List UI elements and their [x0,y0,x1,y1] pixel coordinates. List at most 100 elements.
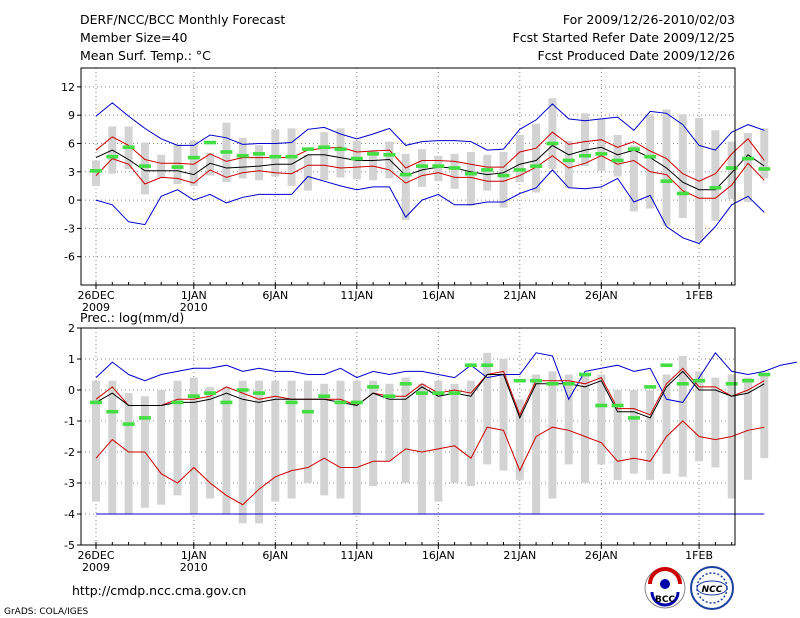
y-tick-label: -2 [64,446,75,459]
observed-mark [579,153,591,158]
observed-mark [481,363,494,367]
ensemble-box [564,140,573,188]
ensemble-box [108,380,117,514]
observed-mark [742,378,754,383]
ensemble-box [597,118,606,171]
observed-mark [334,400,347,405]
y-tick-label: 6 [68,137,75,150]
x-tick-year: 2010 [180,301,208,314]
observed-mark [432,164,445,168]
x-tick-label: 21JAN [503,549,536,562]
observed-mark [546,141,559,146]
y-tick-label: -1 [64,415,75,428]
ensemble-box [646,390,655,480]
ensemble-box [303,380,312,483]
observed-mark [676,382,689,386]
observed-mark [90,169,102,173]
ensemble-box [548,98,557,169]
observed-mark [742,156,754,161]
ensemble-box [532,374,541,514]
y-tick-label: -5 [64,539,75,552]
observed-mark [416,164,428,168]
lower-quartile-line [95,155,765,199]
ensemble-box [336,128,345,178]
observed-mark [579,372,591,377]
observed-mark [106,409,119,414]
ensemble-box [173,144,182,185]
observed-mark [350,400,363,405]
observed-mark [627,147,640,151]
ensemble-box [173,380,182,496]
y-tick-label: -6 [64,251,75,264]
ensemble-box [695,118,704,242]
ensemble-box [140,142,149,195]
ensemble-box [581,374,589,483]
x-tick-label: 1FEB [685,549,713,562]
observed-mark [660,179,673,184]
y-tick-label: -3 [64,222,75,235]
x-tick-label: 11JAN [340,289,373,302]
x-tick-year: 2009 [82,301,110,314]
ensemble-box [727,141,736,200]
observed-mark [399,382,412,386]
fcst-started-date: Fcst Started Refer Date 2009/12/25 [513,30,736,45]
ensemble-box [662,374,671,474]
ensemble-box [92,160,100,186]
ensemble-box [238,380,247,524]
ensemble-box [320,132,329,181]
ensemble-box [434,380,443,502]
y-tick-label: 3 [68,166,75,179]
observed-mark [546,382,559,386]
y-tick-label: 12 [61,81,75,94]
ensemble-box [483,154,492,191]
observed-mark [350,156,363,161]
upper-line [95,102,765,151]
ensemble-box [548,371,557,499]
observed-mark [644,154,657,159]
observed-mark [171,400,184,405]
observed-mark [220,400,233,405]
x-tick-label: 26DEC [77,289,114,302]
ensemble-box [418,149,426,187]
x-tick-label: 11JAN [340,549,373,562]
chart-title: DERF/NCC/BCC Monthly Forecast [80,12,285,27]
observed-mark [693,378,706,383]
ensemble-box [515,134,524,183]
observed-mark [318,394,331,398]
upper-quartile-line [95,131,765,182]
observed-mark [122,422,135,426]
ensemble-box [695,371,704,462]
observed-mark [122,145,135,150]
observed-mark [725,166,738,170]
ensemble-mean-line [95,144,765,191]
footer-url[interactable]: http://cmdp.ncc.cma.gov.cn [72,583,246,598]
ensemble-box [271,380,280,502]
x-tick-label: 1JAN [181,289,207,302]
y-tick-label: -3 [64,477,75,490]
ensemble-box [369,150,378,181]
observed-mark [644,385,657,389]
observed-mark [497,173,510,178]
observed-mark [530,164,543,168]
ensemble-box [483,352,492,465]
observed-mark [416,391,428,395]
ensemble-box [157,390,166,505]
ensemble-box [597,374,606,465]
observed-mark [611,158,624,163]
observed-mark [725,382,738,386]
observed-mark [383,153,396,157]
observed-mark [220,150,233,154]
observed-mark [138,416,151,420]
observed-mark [448,166,461,170]
y-tick-label: -4 [64,508,75,521]
y-tick-label: 0 [68,194,75,207]
ensemble-box [532,123,541,193]
ensemble-box [434,155,443,182]
ensemble-box [711,377,720,468]
ensemble-box [352,380,361,514]
observed-mark [334,147,347,151]
ensemble-box [678,114,687,219]
